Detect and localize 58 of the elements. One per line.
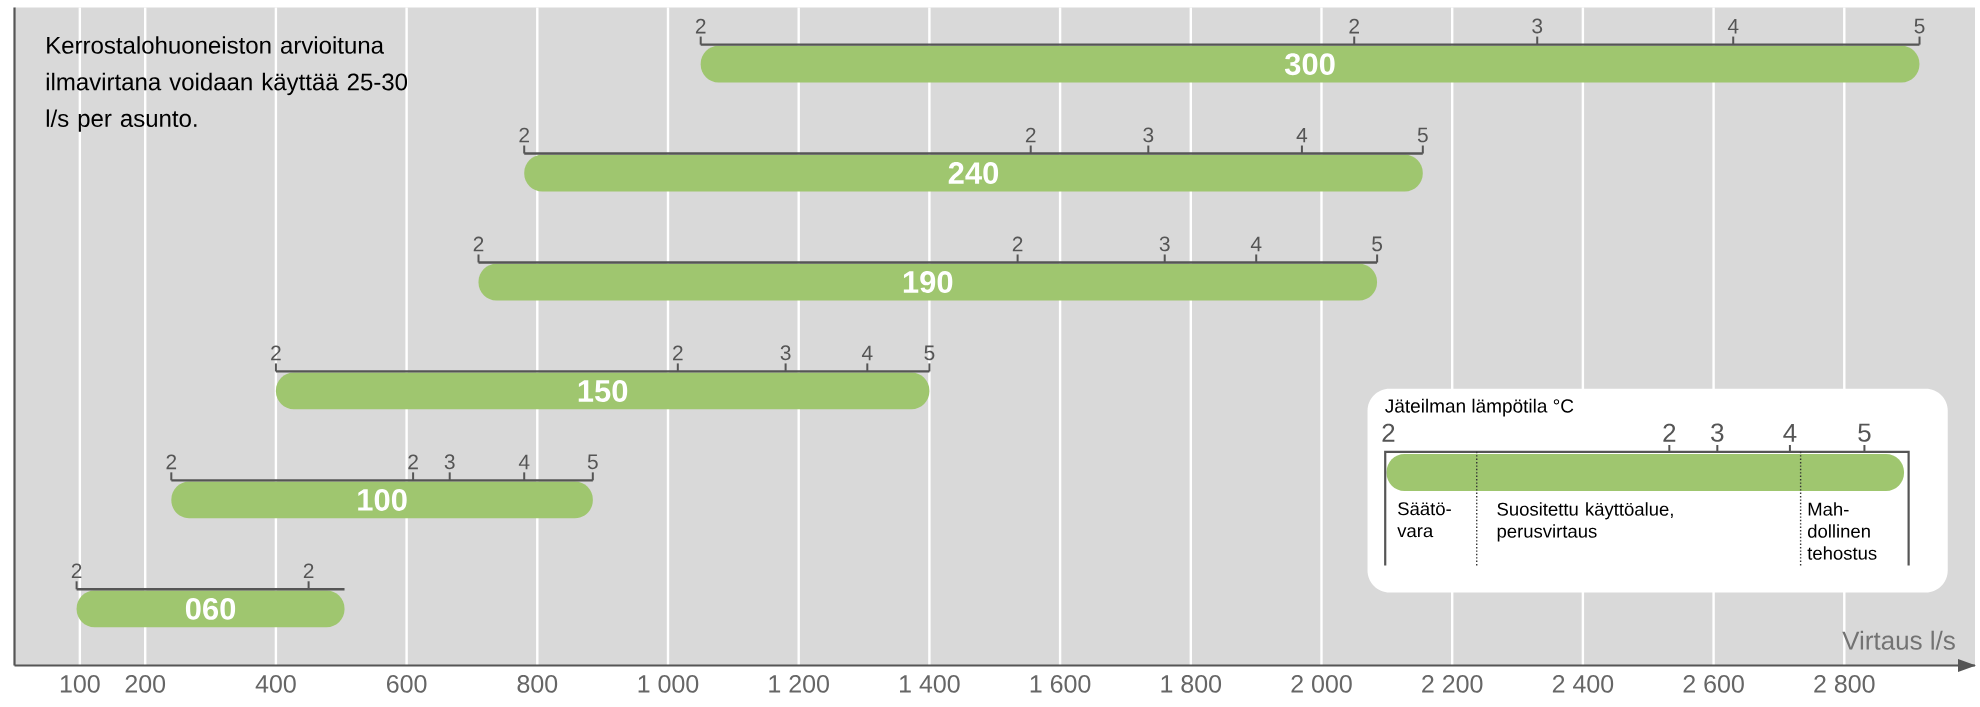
x-tick-label: 2 400 [1552,675,1614,693]
annotation: 2 [673,345,683,361]
y-tick-label: 300 [1284,53,1335,76]
x-tick-label: 100 [60,675,100,693]
annotation: 4 [518,454,530,470]
annotation: 4 [1250,236,1262,252]
x-tick-label: 800 [517,675,558,693]
annotation: Suositettu käyttöalue, perusvirtaus [1497,502,1673,542]
annotation: 4 [1727,18,1739,34]
annotation: 2 [408,454,418,470]
x-tick-label: 2 000 [1291,675,1352,693]
x-tick-label: 200 [125,675,166,693]
x-tick-label: 1 000 [638,675,699,693]
annotation: 4 [1783,423,1797,442]
x-tick-label: 1 600 [1030,675,1091,693]
y-tick-label: 240 [948,162,999,185]
annotation: 2 [1349,18,1359,34]
annotation: 2 [166,454,177,470]
annotation: 5 [1417,127,1428,143]
annotation: 4 [861,345,873,361]
annotation: 2 [1012,236,1023,252]
x-tick-label: 1 200 [769,675,829,693]
annotation: 3 [1532,18,1543,34]
x-tick-label: 2 200 [1422,675,1483,693]
y-tick-label: 150 [578,380,628,402]
x-tick-label: 1 800 [1161,675,1222,693]
annotation: 3 [1711,423,1724,442]
x-axis-title: Virtaus l/s [1842,630,1955,650]
annotation: 2 [1382,423,1395,442]
x-tick-label: 600 [387,675,427,693]
annotation: Mah-dollinen tehostus [1807,502,1877,560]
x-tick-label: 2 800 [1814,675,1875,693]
y-tick-label: 060 [185,597,236,620]
annotation: 5 [1372,236,1383,252]
x-tick-label: 2 600 [1683,675,1744,693]
annotation: 4 [1296,127,1308,143]
annotation: 3 [1143,127,1154,143]
annotation: Säätö-vara [1397,502,1451,538]
x-tick-label: 1 400 [900,675,960,693]
y-tick-label: 190 [903,271,953,293]
annotation: 3 [444,454,455,470]
x-tick-label: 400 [255,675,296,693]
annotation: 2 [1025,127,1036,143]
annotation: 2 [695,18,706,34]
annotation: 3 [780,345,791,361]
annotation: 2 [519,127,529,143]
annotation: 3 [1159,236,1170,252]
annotation: Kerrostalohuoneiston arvioituna ilmavirtana voidaan käyttää 25-30 l/s per asunto. [46,36,408,132]
annotation: 5 [587,454,598,470]
annotation: 2 [271,345,281,361]
annotation: 2 [71,563,82,579]
annotation: 2 [1663,423,1676,442]
annotation: 2 [303,563,314,579]
annotation: 5 [1858,423,1871,442]
annotation: 5 [924,345,935,361]
annotation: 2 [473,236,484,252]
annotation: Jäteilman lämpötila °C [1385,398,1574,417]
annotation: 5 [1914,18,1925,34]
